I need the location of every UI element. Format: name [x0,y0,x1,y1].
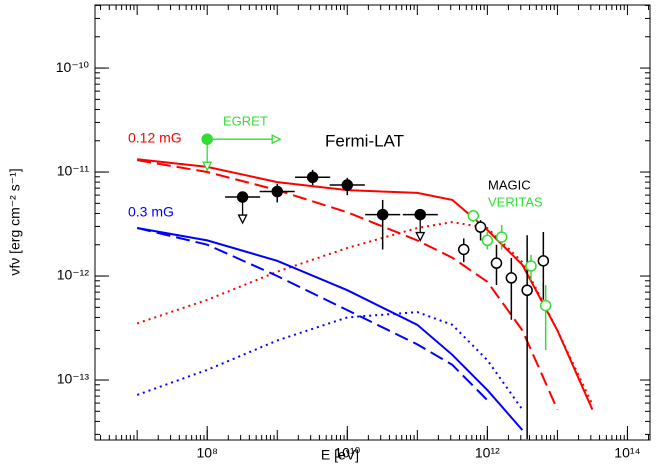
data-point [525,260,537,272]
annotation: 0.3 mG [128,204,174,220]
x-tick-label: 10¹² [475,445,500,461]
curve [137,158,594,411]
data-point [490,257,503,269]
data-point [474,221,487,233]
data-point [457,243,470,256]
data-point [236,191,249,203]
data-point [467,209,480,222]
y-tick-label: 10⁻¹² [57,267,90,283]
y-tick-label: 10⁻¹⁰ [56,59,90,75]
curve [137,227,524,431]
curve [136,221,594,406]
data-point [376,208,389,221]
data-point [414,208,426,221]
data-point [271,185,283,198]
arrow-head [202,161,213,172]
y-axis-label: νfν [erg cm⁻² s⁻¹] [7,168,23,275]
annotation: VERITAS [488,194,543,209]
arrow-head [415,231,426,243]
arrow-head [237,214,248,225]
data-point [521,284,533,296]
data-point [539,299,552,312]
data-point [495,231,508,243]
arrow-head [271,134,282,145]
x-tick-label: 10⁸ [196,445,218,461]
data-point [505,272,518,284]
curve [136,311,524,411]
x-tick-label: 10¹⁴ [614,445,640,461]
annotation: MAGIC [488,177,531,192]
y-tick-label: 10⁻¹¹ [57,163,90,179]
annotation: Fermi-LAT [325,131,404,150]
y-tick-label: 10⁻¹³ [57,371,90,387]
curve [136,227,489,401]
data-point [201,133,213,145]
data-point [537,255,550,267]
data-point [481,234,494,247]
plot-frame [94,4,651,441]
annotation: EGRET [223,113,268,128]
annotation: 0.12 mG [128,130,182,146]
data-point [306,171,319,184]
x-axis-label: E [eV] [321,447,359,463]
data-point [341,179,354,191]
x-tick-label: 10¹⁰ [334,445,360,461]
